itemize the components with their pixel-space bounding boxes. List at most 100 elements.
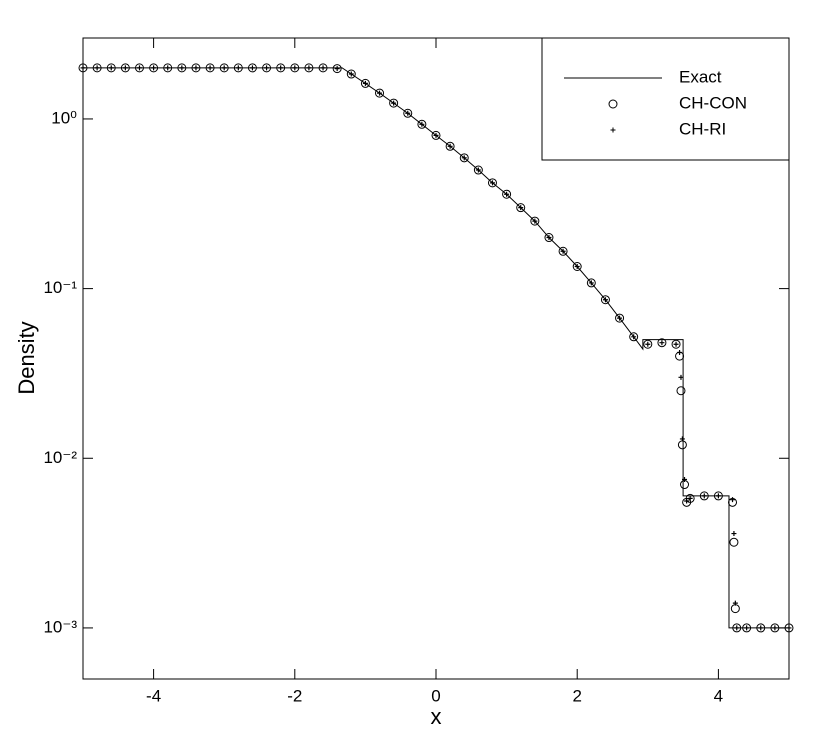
point (756, 623, 766, 633)
point (445, 141, 455, 151)
point (233, 63, 243, 73)
point (205, 63, 215, 73)
point (713, 491, 723, 501)
point (389, 98, 399, 108)
point (676, 386, 686, 396)
point (699, 491, 709, 501)
point (504, 191, 510, 197)
point (730, 604, 740, 614)
point (108, 65, 114, 71)
point (262, 63, 272, 73)
y-axis-label: Density (14, 321, 39, 394)
point (544, 233, 554, 243)
point (278, 65, 284, 71)
point (334, 66, 340, 72)
point (391, 100, 397, 106)
point (732, 623, 742, 633)
point (617, 315, 623, 321)
x-tick-label: -2 (287, 686, 302, 705)
point (120, 63, 130, 73)
point (92, 63, 102, 73)
point (643, 339, 653, 349)
point (207, 65, 213, 71)
point (165, 65, 171, 71)
point (586, 278, 596, 288)
point (678, 374, 684, 380)
point (671, 339, 681, 349)
point (572, 261, 582, 271)
point (348, 71, 354, 77)
legend-label: CH-CON (679, 93, 747, 112)
point (615, 313, 625, 323)
y-tick-label: 10⁻³ (43, 617, 77, 636)
point (377, 90, 383, 96)
point (459, 153, 469, 163)
point (360, 78, 370, 88)
point (673, 341, 679, 347)
point (78, 63, 88, 73)
point (518, 205, 524, 211)
point (320, 65, 326, 71)
point (417, 119, 427, 129)
x-tick-label: -4 (146, 686, 161, 705)
legend-swatch (610, 127, 616, 133)
point (734, 625, 740, 631)
y-tick-label: 10⁻¹ (43, 278, 77, 297)
point (730, 497, 736, 503)
point (532, 218, 538, 224)
point (487, 178, 497, 188)
point (516, 203, 526, 213)
point (405, 110, 411, 116)
point (136, 65, 142, 71)
legend-box (541, 37, 790, 161)
point (249, 65, 255, 71)
point (403, 108, 413, 118)
point (687, 495, 693, 501)
point (784, 623, 794, 633)
point (235, 65, 241, 71)
point (560, 248, 566, 254)
y-tick-label: 10⁰ (51, 108, 77, 127)
series-line (83, 67, 789, 629)
point (684, 498, 690, 504)
legend-swatch (608, 99, 618, 109)
point (786, 625, 792, 631)
point (502, 189, 512, 199)
point (489, 180, 495, 186)
point (682, 476, 688, 482)
point (742, 623, 752, 633)
point (163, 63, 173, 73)
point (701, 493, 707, 499)
point (772, 625, 778, 631)
point (221, 65, 227, 71)
point (461, 155, 467, 161)
point (134, 63, 144, 73)
legend-label: Exact (679, 67, 722, 86)
point (677, 440, 687, 450)
point (292, 65, 298, 71)
point (247, 63, 257, 73)
point (122, 65, 128, 71)
point (306, 65, 312, 71)
point (106, 63, 116, 73)
point (193, 65, 199, 71)
point (290, 63, 300, 73)
point (629, 332, 639, 342)
point (631, 334, 637, 340)
x-tick-label: 4 (714, 686, 723, 705)
point (558, 246, 568, 256)
point (731, 531, 737, 537)
point (94, 65, 100, 71)
point (151, 65, 157, 71)
point (219, 63, 229, 73)
legend-label: CH-RI (679, 119, 726, 138)
point (744, 625, 750, 631)
point (600, 295, 610, 305)
point (677, 350, 683, 356)
point (433, 132, 439, 138)
point (447, 143, 453, 149)
point (179, 65, 185, 71)
point (645, 341, 651, 347)
point (530, 216, 540, 226)
